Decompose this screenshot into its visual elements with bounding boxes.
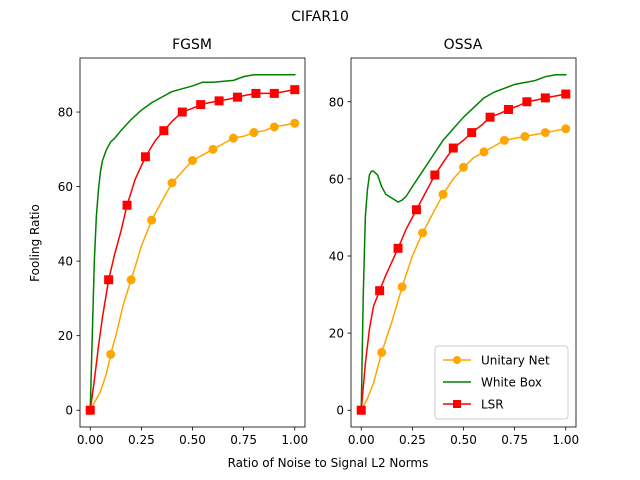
fgsm-unitary-net-point [228, 133, 238, 143]
fgsm-lsr-point [269, 88, 279, 98]
x-axis-label: Ratio of Noise to Signal L2 Norms [228, 456, 429, 470]
fgsm-unitary-net-point [249, 128, 259, 138]
ossa-y-tick-label: 20 [329, 327, 344, 341]
ossa-legend-box [434, 345, 569, 420]
ossa-unitary-net-point [499, 135, 509, 145]
ossa-unitary-net-point [540, 128, 550, 138]
ossa-lsr-point [540, 93, 550, 103]
fgsm-lsr-point [85, 405, 95, 415]
fgsm-unitary-net-point [147, 215, 157, 225]
ossa-legend-unitary-net-label: Unitary Net [481, 354, 550, 368]
ossa-unitary-net-point [459, 162, 468, 172]
fgsm-y-tick-label: 0 [65, 404, 73, 418]
fgsm-lsr-point [122, 200, 132, 210]
fgsm-lsr-point [140, 152, 150, 162]
ossa-lsr-point [522, 97, 532, 107]
ossa-y-tick-label: 80 [329, 95, 344, 109]
panel-ossa: OSSA 0.00 0.25 0.50 0.75 1.00 0 20 40 60 80 Unitar… [329, 37, 579, 447]
fgsm-unitary-net-point [188, 156, 197, 165]
fgsm-unitary-net-point [167, 178, 177, 188]
ossa-x-tick-label: 0.50 [450, 433, 477, 447]
ossa-legend-lsr-label: LSR [481, 398, 504, 412]
ossa-lsr-point [375, 286, 385, 296]
ossa-unitary-net-point [418, 228, 428, 238]
ossa-lsr-point [448, 143, 458, 153]
ossa-y-tick-label: 40 [329, 249, 344, 263]
panel-fgsm: FGSM 0.00 0.25 0.50 0.75 1.00 0 20 40 60 80 [58, 37, 308, 447]
ossa-unitary-net-point [438, 189, 448, 199]
ossa-unitary-net-point [561, 124, 571, 134]
ossa-lsr-point [356, 405, 366, 415]
ossa-lsr-point [393, 243, 403, 253]
fgsm-white-box-line [89, 74, 296, 412]
ossa-x-tick-label: 1.00 [552, 433, 579, 447]
figure-title: CIFAR10 [291, 9, 349, 25]
ossa-unitary-net-point [377, 347, 387, 357]
ossa-unitary-net-point [397, 282, 407, 292]
ossa-legend-lsr-marker [453, 400, 461, 408]
fgsm-lsr-point [251, 88, 261, 98]
fgsm-lsr-point [196, 100, 206, 110]
ossa-legend-unitary-net-marker [453, 356, 461, 364]
fgsm-y-tick-label: 40 [58, 255, 73, 269]
ossa-y-tick-label: 60 [329, 172, 344, 186]
fgsm-lsr-point [159, 126, 169, 136]
ossa-x-tick-label: 0.25 [399, 433, 426, 447]
ossa-legend: Unitary Net White Box LSR [434, 345, 569, 420]
ossa-unitary-net-line [360, 127, 567, 412]
fgsm-lsr-point [214, 96, 224, 106]
fgsm-y-tick-label: 20 [58, 329, 73, 343]
fgsm-lsr-point [233, 92, 242, 102]
fgsm-y-tick-label: 80 [58, 106, 73, 120]
y-axis-label: Fooling Ratio [28, 204, 42, 282]
fgsm-unitary-net-point [106, 349, 116, 359]
fgsm-unitary-net-point [126, 275, 136, 285]
ossa-lsr-point [430, 170, 440, 180]
panel-fgsm-title: FGSM [172, 37, 212, 53]
fgsm-x-tick-label: 0.50 [179, 433, 206, 447]
ossa-white-box-line [360, 74, 567, 411]
fgsm-lsr-point [104, 275, 114, 285]
fgsm-unitary-net-point [208, 144, 218, 154]
ossa-lsr-point [411, 205, 421, 215]
ossa-x-tick-label: 0.75 [501, 433, 528, 447]
ossa-unitary-net-point [520, 131, 530, 141]
ossa-lsr-point [504, 104, 513, 114]
panel-ossa-title: OSSA [444, 37, 483, 53]
ossa-legend-white-box-label: White Box [481, 376, 542, 390]
ossa-lsr-point [561, 89, 571, 99]
ossa-lsr-point [467, 128, 477, 138]
ossa-y-tick-label: 0 [336, 404, 344, 418]
ossa-lsr-point [485, 112, 495, 122]
fgsm-unitary-net-point [290, 118, 300, 128]
fgsm-lsr-point [290, 85, 300, 95]
ossa-unitary-net-point [479, 147, 489, 157]
fgsm-x-tick-label: 0.75 [230, 433, 257, 447]
fgsm-x-tick-label: 0.00 [77, 433, 104, 447]
fgsm-unitary-net-point [269, 122, 279, 132]
fgsm-x-tick-label: 0.25 [128, 433, 155, 447]
fgsm-lsr-point [177, 107, 187, 117]
fgsm-x-tick-label: 1.00 [281, 433, 308, 447]
fgsm-y-tick-label: 60 [58, 180, 73, 194]
ossa-x-tick-label: 0.00 [348, 433, 375, 447]
